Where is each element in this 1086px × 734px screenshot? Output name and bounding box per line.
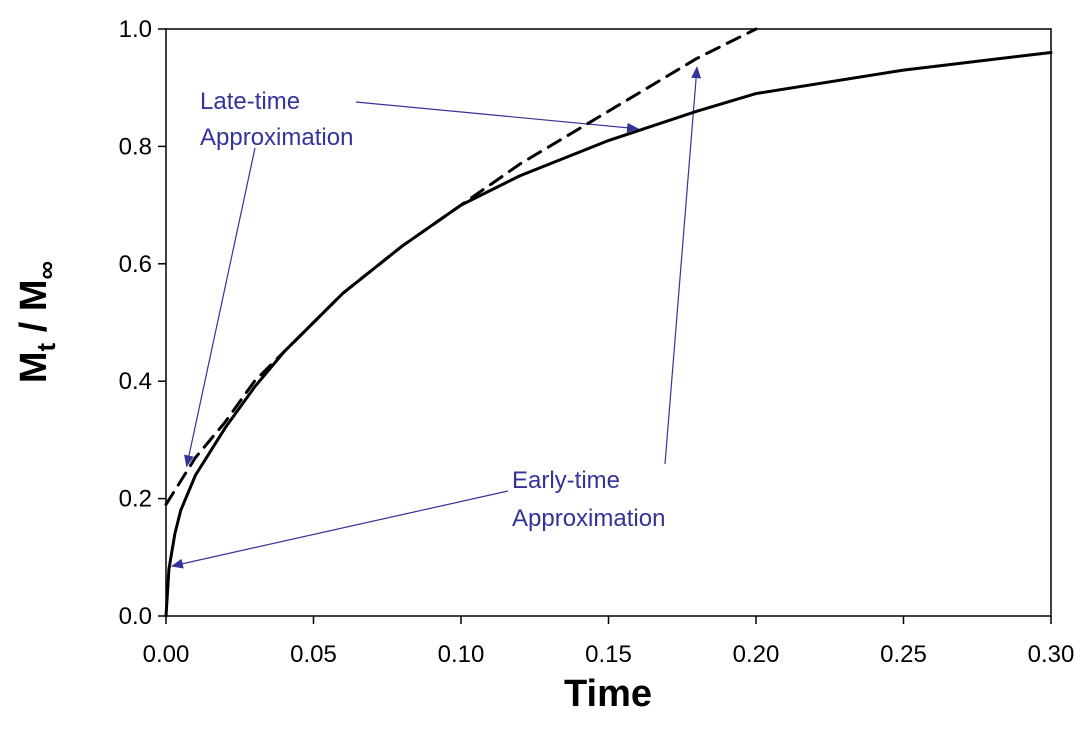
early-time-arrow [664, 66, 702, 465]
y-axis-title-separator: / [13, 311, 55, 343]
x-tick-label: 0.20 [733, 641, 780, 668]
x-tick-label: 0.15 [585, 641, 632, 668]
y-tick-label: 0.2 [119, 486, 152, 513]
y-tick-label: 0.4 [119, 368, 152, 395]
y-axis-title-sub-t: t [31, 342, 61, 351]
y-tick-label: 0.8 [119, 133, 152, 160]
y-tick-label: 1.0 [119, 16, 152, 43]
y-axis-title-m1: M [13, 351, 55, 383]
late-time-arrow [355, 101, 639, 133]
x-tick-label: 0.10 [438, 641, 485, 668]
series-line-dashed [164, 27, 758, 506]
y-tick-label: 0.0 [119, 603, 152, 630]
x-tick-label: 0.25 [880, 641, 927, 668]
annotation-late-time-line-1: Late-time [200, 88, 300, 115]
y-tick-label: 0.6 [119, 251, 152, 278]
series-lines [164, 27, 1053, 618]
y-axis-title-sub-infinity: ∞ [31, 261, 61, 280]
annotation-early-time-line-1: Early-time [512, 467, 620, 494]
x-tick-label: 0.30 [1028, 641, 1075, 668]
x-axis-title: Time [564, 673, 652, 715]
early-time-arrow [170, 490, 509, 569]
y-axis-title: Mt / M∞ [13, 261, 61, 383]
annotation-late-time-line-2: Approximation [200, 124, 353, 151]
x-tick-label: 0.00 [143, 641, 190, 668]
y-axis-title-m2: M [13, 279, 55, 311]
x-tick-label: 0.05 [290, 641, 337, 668]
annotation-early-time-line-2: Approximation [512, 505, 665, 532]
x-axis-ticks: 0.00 0.05 0.10 0.15 0.20 0.25 0.30 [143, 616, 1075, 668]
late-time-arrow [184, 147, 256, 468]
y-axis-ticks: 0.0 0.2 0.4 0.6 0.8 1.0 [119, 16, 166, 630]
annotation-arrows [170, 66, 702, 569]
